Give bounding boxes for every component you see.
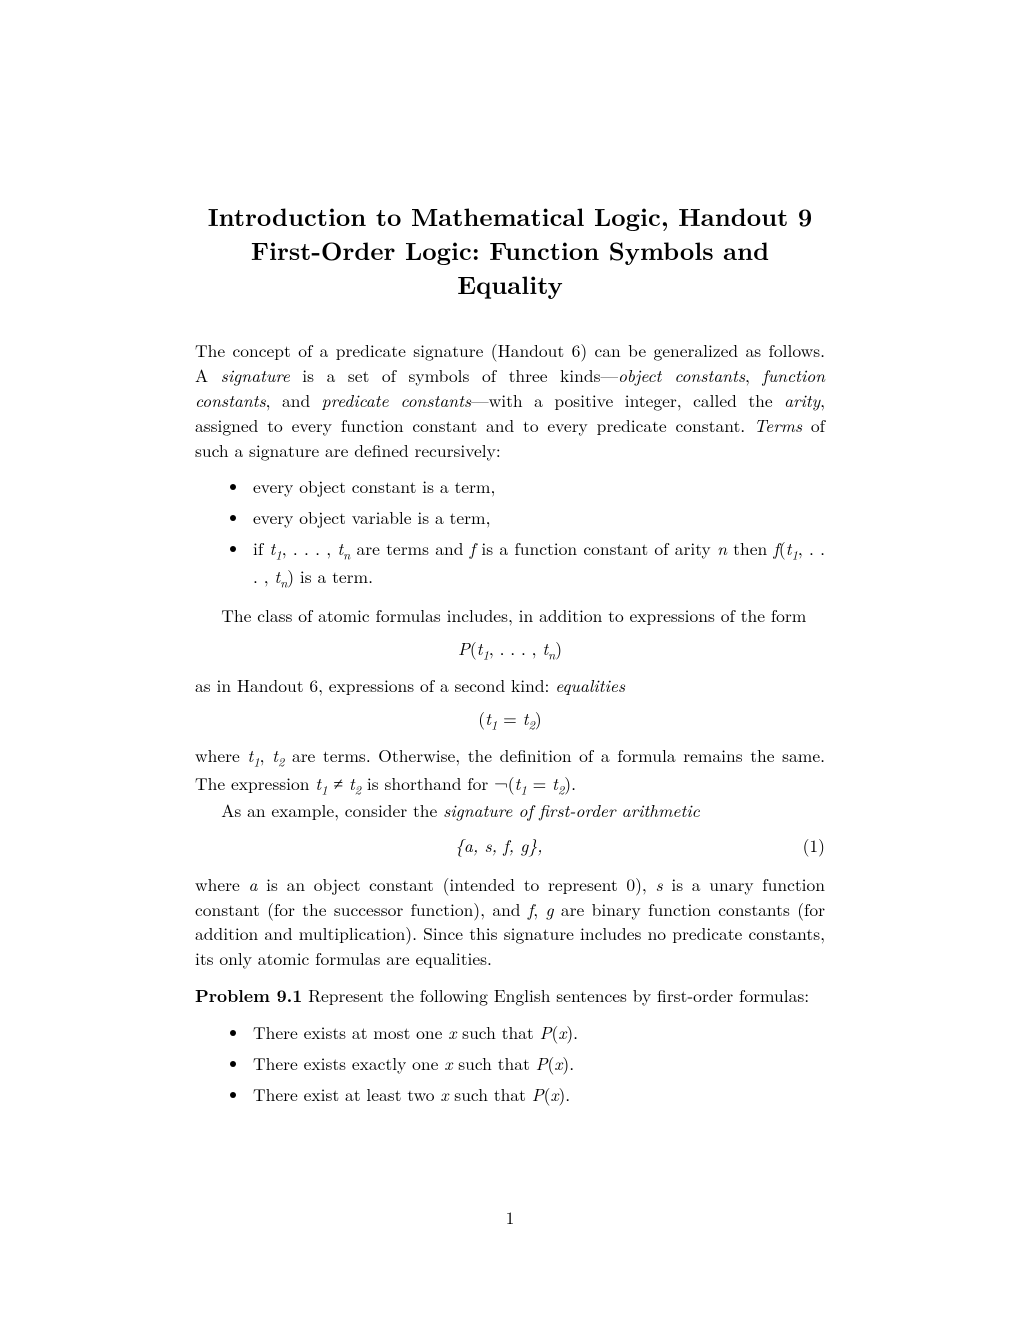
equation-predicate: P(t1, . . . , tn) [195,637,825,664]
term-signature-foa: signature of first-order arithmetic [443,798,700,823]
term-object-constants: object constants [618,363,745,388]
list-item: There exist at least two x such that P(x… [249,1083,825,1108]
page-title: Introduction to Mathematical Logic, Hand… [195,200,825,301]
body-text: The concept of a predicate signature (Ha… [195,339,825,1107]
para-intro: The concept of a predicate signature (Ha… [195,339,825,463]
page: Introduction to Mathematical Logic, Hand… [0,0,1020,1320]
list-item: There exists at most one x such that P(x… [249,1021,825,1046]
page-number: 1 [0,1205,1020,1230]
term-predicate-constants: predicate constants [322,388,471,413]
list-item: every object variable is a term, [249,506,825,531]
equation-equality: (t1 = t2) [195,707,825,734]
equation-tag: (1) [803,834,825,859]
list-item: if t1, . . . , tn are terms and f is a f… [249,537,825,592]
equation-signature-set: {a, s, f, g}, (1) [195,834,825,859]
para-equalities-intro: as in Handout 6, expressions of a second… [195,674,825,699]
para-atomic: The class of atomic formulas includes, i… [195,604,825,629]
problem-heading: Problem 9.1 Represent the following Engl… [195,984,825,1009]
para-where-terms: where t1, t2 are terms. Otherwise, the d… [195,744,825,799]
term-equalities: equalities [555,673,625,698]
term-terms: Terms [754,413,802,438]
list-item: every object constant is a term, [249,475,825,500]
list-item: There exists exactly one x such that P(x… [249,1052,825,1077]
problem-list: There exists at most one x such that P(x… [195,1021,825,1108]
term-signature: signature [221,363,290,388]
title-line-2: First-Order Logic: Function Symbols and … [251,233,769,302]
para-example: As an example, consider the signature of… [195,799,825,824]
para-signature-desc: where a is an object constant (intended … [195,873,825,972]
title-line-1: Introduction to Mathematical Logic, Hand… [208,199,812,234]
term-arity: arity [784,388,820,413]
problem-label: Problem 9.1 [195,983,302,1008]
term-definition-list: every object constant is a term, every o… [195,475,825,591]
